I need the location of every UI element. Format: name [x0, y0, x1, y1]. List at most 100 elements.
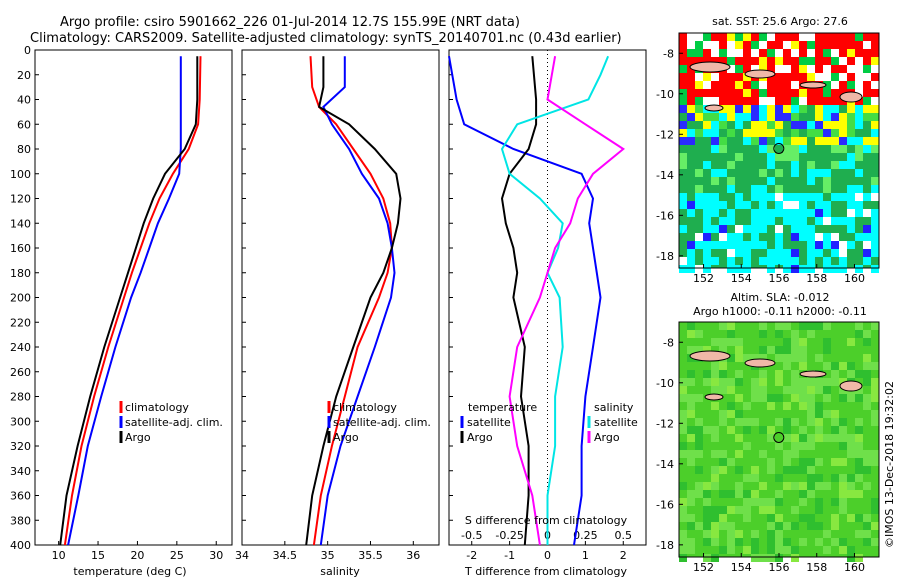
legend-argo: Argo — [125, 431, 151, 444]
sst-map-cell — [871, 33, 879, 41]
sla-map-cell — [799, 434, 807, 442]
sla-map-cell — [823, 482, 831, 490]
sst-map-cell — [855, 97, 863, 105]
sst-map-cell — [847, 137, 855, 145]
sla-map-cell — [719, 450, 727, 458]
sla-map-cell — [767, 546, 775, 554]
sla-map-cell — [791, 346, 799, 354]
sla-map-cell — [711, 378, 719, 386]
sst-map-cell — [775, 65, 783, 73]
map-y-tick-label: -8 — [663, 47, 674, 60]
island-shape — [689, 350, 731, 362]
sst-map-cell — [871, 129, 879, 137]
x-tick-label: 34.5 — [273, 549, 298, 562]
sst-map-cell — [719, 97, 727, 105]
series-line-satellite-adj-clim- — [319, 56, 396, 546]
sst-map-cell — [799, 265, 807, 273]
sst-map-cell — [807, 241, 815, 249]
sst-map-cell — [791, 137, 799, 145]
sla-map-cell — [775, 354, 783, 362]
sst-map-cell — [871, 73, 879, 81]
y-tick-label: 380 — [10, 514, 31, 527]
sla-map-cell — [855, 370, 863, 378]
sst-map-cell — [791, 233, 799, 241]
sla-map-cell — [839, 426, 847, 434]
sst-map-cell — [839, 49, 847, 57]
legend-s-satellite: satellite — [594, 416, 638, 429]
series-line-climatology — [309, 56, 393, 546]
temperature-xlabel: temperature (deg C) — [73, 565, 186, 578]
sst-map-cell — [679, 57, 687, 65]
sla-map-cell — [743, 418, 751, 426]
sla-map-cell — [735, 378, 743, 386]
sst-map-cell — [799, 233, 807, 241]
sst-map-cell — [839, 161, 847, 169]
sst-map-cell — [703, 89, 711, 97]
sst-map-cell — [719, 121, 727, 129]
series-line-satellite-adj-clim- — [67, 56, 182, 546]
sst-map-cell — [679, 129, 687, 137]
sst-map-cell — [679, 201, 687, 209]
sst-map-cell — [815, 33, 823, 41]
sst-map-cell — [855, 193, 863, 201]
sla-map-cell — [711, 434, 719, 442]
sla-map-cell — [783, 354, 791, 362]
sla-map-cell — [679, 378, 687, 386]
sst-map-cell — [863, 249, 871, 257]
sst-map-cell — [735, 121, 743, 129]
y-tick-label: 40 — [17, 94, 31, 107]
sst-map-cell — [783, 97, 791, 105]
sla-map-cell — [775, 378, 783, 386]
sla-map-cell — [711, 538, 719, 546]
sst-map-cell — [727, 81, 735, 89]
sst-map-cell — [799, 33, 807, 41]
sst-map-cell — [815, 113, 823, 121]
sla-map-cell — [775, 330, 783, 338]
sst-map-cell — [807, 177, 815, 185]
sst-map-cell — [847, 225, 855, 233]
sst-map-cell — [703, 265, 711, 273]
sst-map-cell — [815, 89, 823, 97]
sla-map-cell — [839, 394, 847, 402]
sla-map-cell — [679, 386, 687, 394]
sla-map-cell — [871, 418, 879, 426]
sla-map-cell — [815, 386, 823, 394]
sst-map-cell — [783, 193, 791, 201]
sla-map-cell — [751, 474, 759, 482]
sla-map-cell — [695, 426, 703, 434]
sla-map-cell — [847, 482, 855, 490]
sla-map-cell — [735, 450, 743, 458]
sst-map-cell — [759, 193, 767, 201]
sla-map-cell — [679, 482, 687, 490]
sla-map-cell — [839, 362, 847, 370]
sla-map-cell — [863, 530, 871, 538]
sst-map-cell — [679, 97, 687, 105]
sla-map-cell — [703, 346, 711, 354]
sst-map-cell — [807, 209, 815, 217]
sla-map-cell — [847, 394, 855, 402]
sst-map-cell — [703, 97, 711, 105]
sst-map-cell — [751, 57, 759, 65]
sst-map-cell — [831, 129, 839, 137]
sst-map-cell — [679, 81, 687, 89]
sla-map-cell — [847, 434, 855, 442]
sst-map-cell — [727, 89, 735, 97]
sst-map-cell — [751, 89, 759, 97]
sst-map-cell — [863, 241, 871, 249]
sla-map-cell — [855, 394, 863, 402]
sst-map-cell — [855, 265, 863, 273]
sla-map-cell — [743, 490, 751, 498]
sst-map-cell — [791, 169, 799, 177]
sla-map-cell — [783, 538, 791, 546]
map-x-tick-label: 154 — [731, 272, 752, 285]
sla-map-cell — [871, 410, 879, 418]
sst-map-cell — [855, 153, 863, 161]
sst-map-cell — [815, 233, 823, 241]
sst-map-cell — [775, 57, 783, 65]
sst-map-cell — [743, 241, 751, 249]
sst-map-cell — [863, 257, 871, 265]
sla-map-cell — [703, 482, 711, 490]
sst-map-cell — [815, 57, 823, 65]
sla-map-cell — [775, 554, 783, 562]
sst-map-cell — [727, 249, 735, 257]
